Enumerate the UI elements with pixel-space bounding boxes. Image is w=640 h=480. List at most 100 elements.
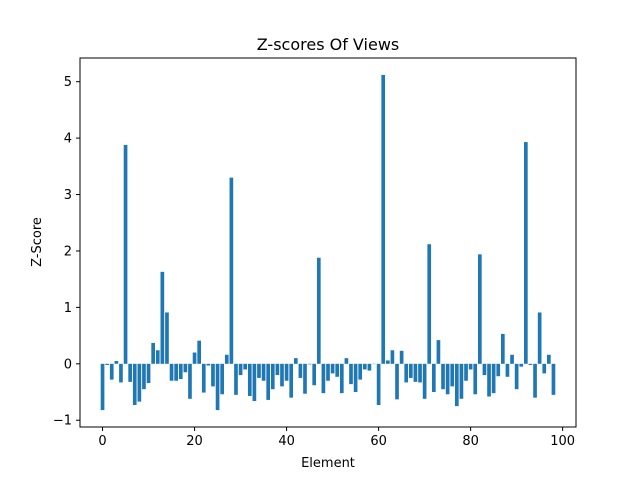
bar (376, 363, 381, 405)
bar (381, 74, 386, 364)
chart-title: Z-scores Of Views (257, 35, 399, 54)
bar (215, 363, 220, 411)
bar (418, 363, 422, 383)
bar (335, 363, 340, 377)
bar (206, 363, 211, 366)
bar (477, 254, 482, 364)
bar (312, 363, 317, 386)
bar (132, 363, 137, 405)
bar (247, 363, 252, 396)
bar (427, 244, 432, 364)
bar (431, 363, 436, 393)
bar (128, 363, 132, 382)
bar (491, 363, 496, 394)
bar (243, 363, 248, 370)
bar (270, 363, 275, 390)
bar (261, 363, 266, 381)
bar (188, 363, 192, 399)
bar (266, 363, 271, 400)
x-tick-label: 60 (370, 434, 387, 449)
bar (390, 350, 395, 364)
bar (528, 363, 533, 365)
x-tick-label: 100 (550, 434, 575, 449)
bar (353, 363, 358, 393)
bar (303, 363, 307, 394)
bar (123, 144, 128, 364)
bar (275, 363, 280, 376)
bar (183, 363, 188, 373)
bar (505, 363, 510, 377)
bar (169, 363, 174, 381)
bar (330, 363, 335, 374)
bar (109, 363, 114, 380)
x-tick-label: 20 (186, 434, 203, 449)
bar (367, 363, 372, 371)
bar (151, 342, 155, 364)
bar (395, 363, 399, 400)
y-axis-ticks: −1 0 1 2 3 4 5 (53, 75, 80, 429)
bar (321, 363, 326, 394)
bar (413, 363, 418, 382)
bar (349, 363, 353, 385)
bar (252, 363, 257, 402)
bar (404, 363, 409, 383)
bar (142, 363, 146, 390)
bar (496, 363, 501, 377)
y-tick-label: 4 (64, 132, 72, 147)
bar (238, 363, 243, 376)
bar (289, 363, 294, 398)
bar (220, 363, 225, 395)
bars-group (100, 74, 556, 411)
bar (537, 312, 542, 364)
bar (100, 363, 105, 411)
bar (105, 363, 109, 365)
y-axis-label: Z-Score (30, 217, 45, 267)
bar (362, 363, 367, 370)
bar (482, 363, 487, 376)
x-axis-ticks: 0 20 40 60 80 100 (98, 427, 575, 449)
y-tick-label: −1 (53, 414, 72, 429)
bar (298, 363, 303, 378)
bar (197, 340, 202, 364)
bar (450, 363, 455, 387)
bar (174, 363, 179, 381)
bar (339, 363, 344, 394)
bar (385, 360, 390, 364)
x-axis-label: Element (301, 456, 355, 471)
bar (316, 257, 321, 364)
bar (160, 271, 165, 364)
y-tick-label: 3 (64, 188, 72, 203)
bar (307, 363, 312, 365)
y-tick-label: 5 (64, 75, 72, 90)
bar (436, 340, 441, 364)
bar (473, 363, 478, 395)
plot-frame (79, 57, 577, 428)
bar (468, 363, 473, 370)
bar (293, 358, 298, 364)
bar (464, 363, 468, 381)
bar (533, 363, 537, 398)
bar (454, 363, 459, 407)
bar (234, 363, 238, 395)
bar (399, 350, 404, 364)
bar (257, 363, 261, 378)
bar (119, 363, 123, 383)
bar (510, 354, 514, 364)
bar (155, 350, 160, 364)
y-tick-label: 0 (64, 357, 72, 372)
bar (211, 363, 215, 387)
bar (165, 312, 169, 364)
bar (280, 363, 284, 387)
bar (201, 363, 206, 393)
bar (542, 363, 547, 374)
bar (344, 358, 349, 364)
bar (146, 363, 151, 383)
bar (326, 363, 330, 381)
bar (358, 363, 363, 380)
bar (459, 363, 464, 399)
bar (501, 333, 505, 364)
x-tick-label: 0 (98, 434, 106, 449)
bar (441, 363, 445, 390)
bar (524, 142, 528, 364)
